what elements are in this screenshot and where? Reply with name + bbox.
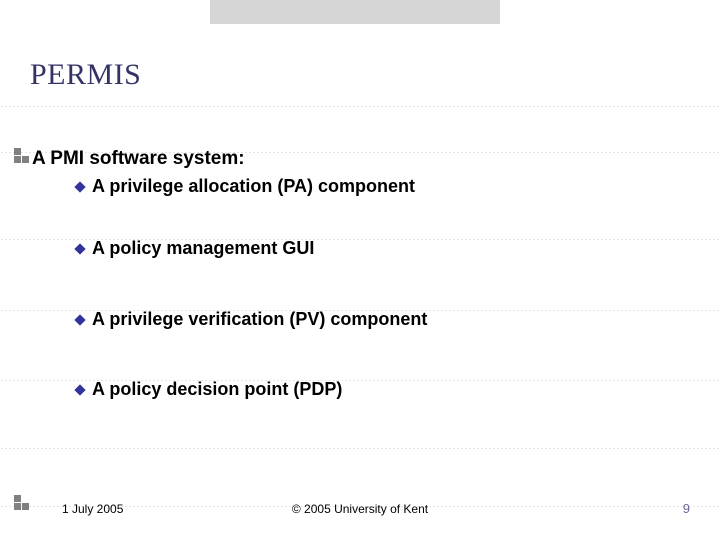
bullet-level2-text: A policy management GUI <box>92 238 314 258</box>
diamond-icon <box>74 314 85 325</box>
footer-date: 1 July 2005 <box>62 502 123 516</box>
slide-content: A PMI software system: A privilege alloc… <box>32 148 700 170</box>
bullet-level1: A PMI software system: <box>32 148 700 170</box>
footer-copyright: © 2005 University of Kent <box>292 502 428 516</box>
bullet-level2: A privilege verification (PV) component <box>76 309 427 330</box>
decorative-top-band <box>210 0 500 24</box>
bullet-level2: A policy decision point (PDP) <box>76 379 342 400</box>
bullet-level2-text: A privilege verification (PV) component <box>92 309 427 329</box>
footer-page-number: 9 <box>683 501 690 516</box>
bullet-level2-text: A privilege allocation (PA) component <box>92 176 415 196</box>
dotted-row <box>0 106 720 107</box>
slide-title: PERMIS <box>30 58 141 92</box>
bullet-level2: A policy management GUI <box>76 238 314 259</box>
bullet-level2: A privilege allocation (PA) component <box>76 176 415 197</box>
diamond-icon <box>74 181 85 192</box>
bullet-level2-text: A policy decision point (PDP) <box>92 379 342 399</box>
dotted-row <box>0 448 720 449</box>
diamond-icon <box>74 384 85 395</box>
diamond-icon <box>74 243 85 254</box>
